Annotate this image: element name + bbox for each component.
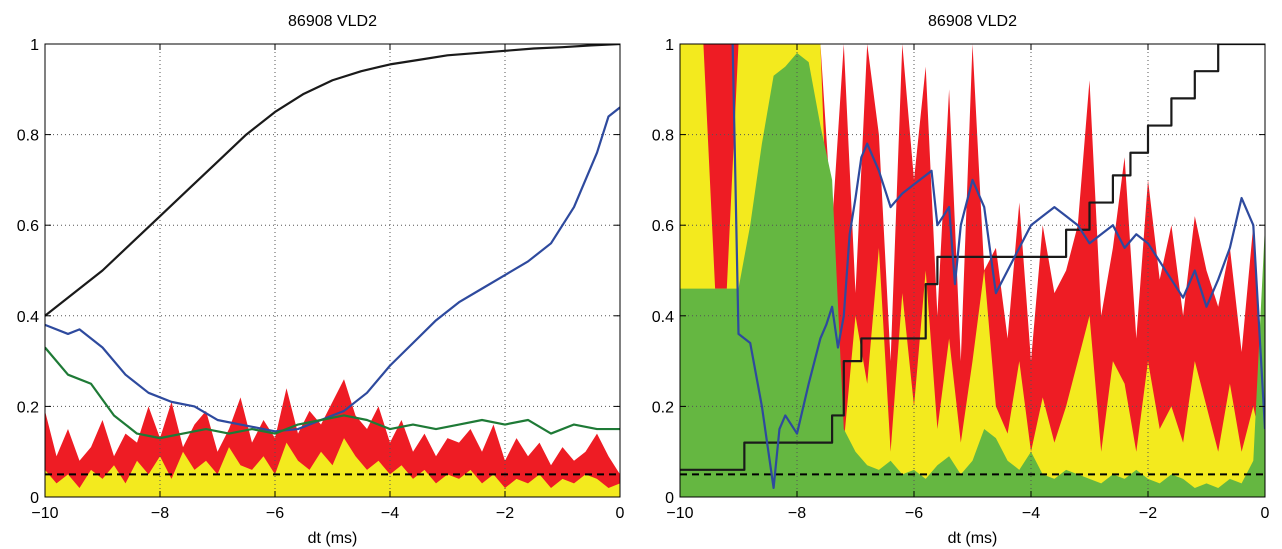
right-y-tick-label: 0.6 [652, 218, 674, 235]
left-x-tick-label: 0 [616, 505, 625, 522]
right-x-tick-label: −2 [1139, 505, 1157, 522]
right-x-tick-label: −10 [666, 505, 693, 522]
right-chart-xlabel: dt (ms) [948, 530, 998, 547]
left-y-tick-label: 0.8 [17, 128, 39, 145]
right-plot-area [680, 44, 1265, 497]
left-axes-box [44, 43, 621, 498]
right-y-tick-label: 0.4 [652, 309, 674, 326]
right-x-tick-label: −8 [788, 505, 806, 522]
right-area-2 [680, 53, 1265, 497]
right-x-tick-label: −6 [905, 505, 923, 522]
left-x-tick-label: −8 [151, 505, 169, 522]
left-x-tick-label: −10 [31, 505, 58, 522]
left-plot-area [45, 44, 620, 497]
right-x-tick-label: −4 [1022, 505, 1040, 522]
left-series-line-2 [45, 346, 620, 440]
left-series-line-0 [45, 44, 620, 317]
right-series-line-0 [680, 44, 1265, 471]
left-series-line-1 [45, 106, 620, 433]
right-y-tick-label: 0.2 [652, 399, 674, 416]
right-y-tick-label: 0 [665, 490, 674, 507]
left-y-tick-label: 0 [30, 490, 39, 507]
right-chart-title: 86908 VLD2 [928, 13, 1017, 30]
left-y-tick-label: 1 [30, 37, 39, 54]
right-axes-box [679, 43, 1266, 498]
left-y-tick-label: 0.6 [17, 218, 39, 235]
right-y-tick-label: 0.8 [652, 128, 674, 145]
left-chart-xlabel: dt (ms) [308, 530, 358, 547]
right-chart-panel: 86908 VLD2 dt (ms) −10 −8 −6 −4 −2 0 0 0.2 0.4 0.… [652, 13, 1270, 547]
left-chart-title: 86908 VLD2 [288, 13, 377, 30]
right-y-tick-label: 1 [665, 37, 674, 54]
left-area-1 [45, 438, 620, 497]
left-x-tick-label: −2 [496, 505, 514, 522]
left-y-tick-label: 0.2 [17, 399, 39, 416]
left-y-tick-label: 0.4 [17, 309, 39, 326]
left-x-tick-label: −6 [266, 505, 284, 522]
right-series-line-1 [731, 44, 1265, 490]
right-x-tick-label: 0 [1261, 505, 1270, 522]
left-x-tick-label: −4 [381, 505, 399, 522]
left-chart-panel: 86908 VLD2 dt (ms) −10 −8 −6 −4 −2 0 0 0.2 0.4 0.… [17, 13, 625, 547]
